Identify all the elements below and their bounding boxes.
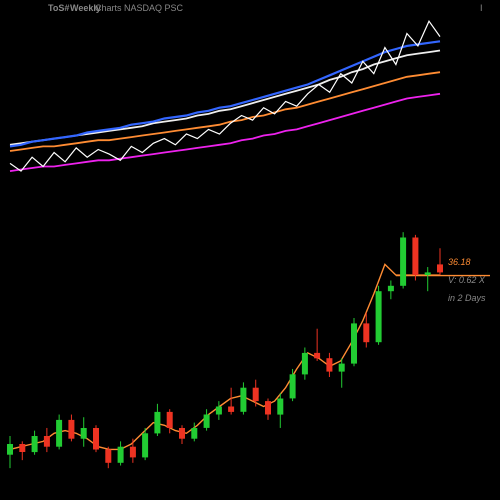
price-label: 36.18 (448, 257, 471, 267)
header-right: I (480, 3, 483, 13)
header-left-3: Charts NASDAQ PSC (95, 3, 183, 13)
chart-svg (0, 0, 500, 500)
header-left-1: ToS# (48, 3, 69, 13)
stock-chart: ToS# Weekly Charts NASDAQ PSC I 36.18 V:… (0, 0, 500, 500)
volume-label: V: 0.62 X (448, 275, 485, 285)
timing-label: in 2 Days (448, 293, 486, 303)
